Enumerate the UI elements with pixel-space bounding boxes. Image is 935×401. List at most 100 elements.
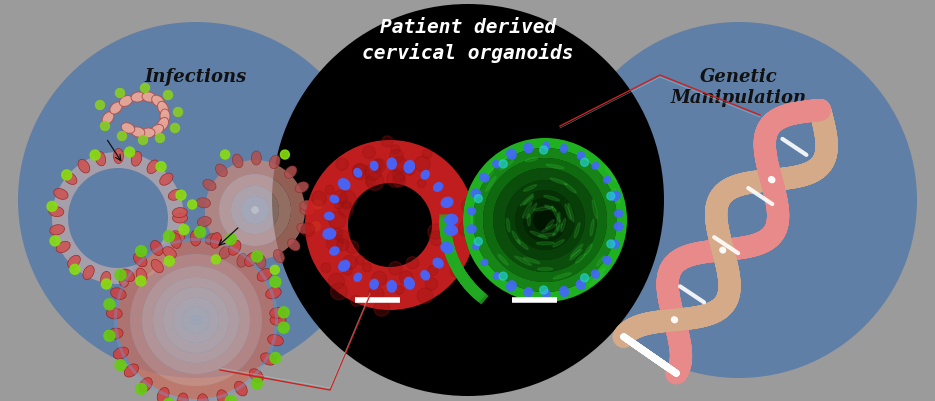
Circle shape (499, 160, 507, 168)
Ellipse shape (594, 268, 605, 279)
Ellipse shape (163, 247, 177, 258)
Circle shape (279, 322, 289, 333)
Ellipse shape (613, 188, 620, 204)
Ellipse shape (119, 272, 129, 287)
Circle shape (321, 263, 331, 273)
Ellipse shape (122, 123, 135, 133)
Wedge shape (473, 148, 617, 292)
Wedge shape (182, 306, 210, 334)
Circle shape (164, 231, 175, 242)
Circle shape (311, 222, 321, 231)
Circle shape (164, 91, 172, 99)
Ellipse shape (603, 176, 611, 184)
Circle shape (335, 201, 343, 209)
Circle shape (339, 190, 356, 208)
Ellipse shape (56, 241, 70, 253)
Ellipse shape (235, 381, 247, 396)
Circle shape (417, 288, 433, 304)
Circle shape (188, 200, 196, 209)
Circle shape (176, 190, 186, 200)
Circle shape (313, 200, 323, 209)
Circle shape (342, 200, 351, 209)
Ellipse shape (568, 203, 574, 222)
Ellipse shape (542, 142, 551, 150)
Circle shape (429, 231, 444, 246)
Ellipse shape (483, 169, 494, 182)
Circle shape (115, 269, 126, 280)
Ellipse shape (577, 151, 585, 160)
Ellipse shape (569, 249, 582, 260)
Ellipse shape (269, 307, 286, 318)
Ellipse shape (550, 178, 568, 185)
Circle shape (351, 295, 362, 306)
Ellipse shape (110, 288, 126, 300)
Ellipse shape (597, 256, 604, 266)
Wedge shape (205, 160, 305, 260)
Ellipse shape (338, 178, 351, 190)
Ellipse shape (300, 200, 314, 211)
Circle shape (280, 150, 290, 159)
Ellipse shape (544, 205, 556, 211)
Ellipse shape (592, 200, 597, 219)
Ellipse shape (67, 255, 80, 268)
Ellipse shape (386, 158, 397, 170)
Ellipse shape (534, 207, 553, 211)
Circle shape (371, 158, 385, 173)
Ellipse shape (539, 233, 555, 237)
Circle shape (352, 164, 368, 180)
Ellipse shape (147, 160, 159, 174)
Circle shape (607, 240, 615, 248)
Ellipse shape (553, 224, 562, 236)
Ellipse shape (95, 151, 106, 166)
Ellipse shape (590, 219, 594, 236)
Text: Patient derived
cervical organoids: Patient derived cervical organoids (362, 18, 574, 63)
Circle shape (191, 315, 201, 325)
Ellipse shape (530, 231, 548, 239)
Ellipse shape (157, 387, 169, 401)
Circle shape (346, 241, 359, 253)
Ellipse shape (556, 212, 560, 231)
Ellipse shape (296, 223, 310, 234)
Ellipse shape (284, 166, 296, 178)
Circle shape (368, 286, 384, 302)
Circle shape (399, 271, 413, 285)
Circle shape (115, 360, 126, 371)
Wedge shape (114, 238, 278, 401)
Circle shape (407, 257, 419, 269)
Ellipse shape (324, 212, 335, 221)
Circle shape (338, 202, 353, 217)
Circle shape (393, 174, 406, 187)
Ellipse shape (151, 95, 165, 107)
Ellipse shape (523, 202, 532, 218)
Circle shape (336, 158, 349, 170)
Circle shape (326, 234, 343, 251)
Circle shape (104, 330, 115, 341)
Circle shape (366, 176, 375, 186)
Circle shape (138, 136, 148, 144)
Ellipse shape (250, 369, 264, 382)
Circle shape (136, 383, 147, 394)
Ellipse shape (102, 112, 114, 124)
Circle shape (365, 164, 381, 180)
Ellipse shape (257, 269, 272, 281)
Ellipse shape (565, 204, 571, 220)
Ellipse shape (158, 101, 168, 115)
Circle shape (101, 279, 111, 289)
Ellipse shape (592, 162, 599, 170)
Ellipse shape (421, 170, 430, 180)
Ellipse shape (50, 225, 65, 235)
Ellipse shape (613, 222, 624, 231)
Ellipse shape (576, 279, 586, 290)
Ellipse shape (124, 364, 138, 377)
Circle shape (391, 145, 400, 154)
Ellipse shape (537, 242, 554, 245)
Ellipse shape (120, 95, 133, 106)
Ellipse shape (570, 244, 583, 257)
Circle shape (474, 237, 482, 245)
Ellipse shape (515, 256, 531, 265)
Circle shape (356, 255, 365, 265)
Ellipse shape (552, 206, 561, 223)
Circle shape (417, 179, 425, 188)
Ellipse shape (525, 158, 538, 162)
Ellipse shape (141, 128, 155, 138)
